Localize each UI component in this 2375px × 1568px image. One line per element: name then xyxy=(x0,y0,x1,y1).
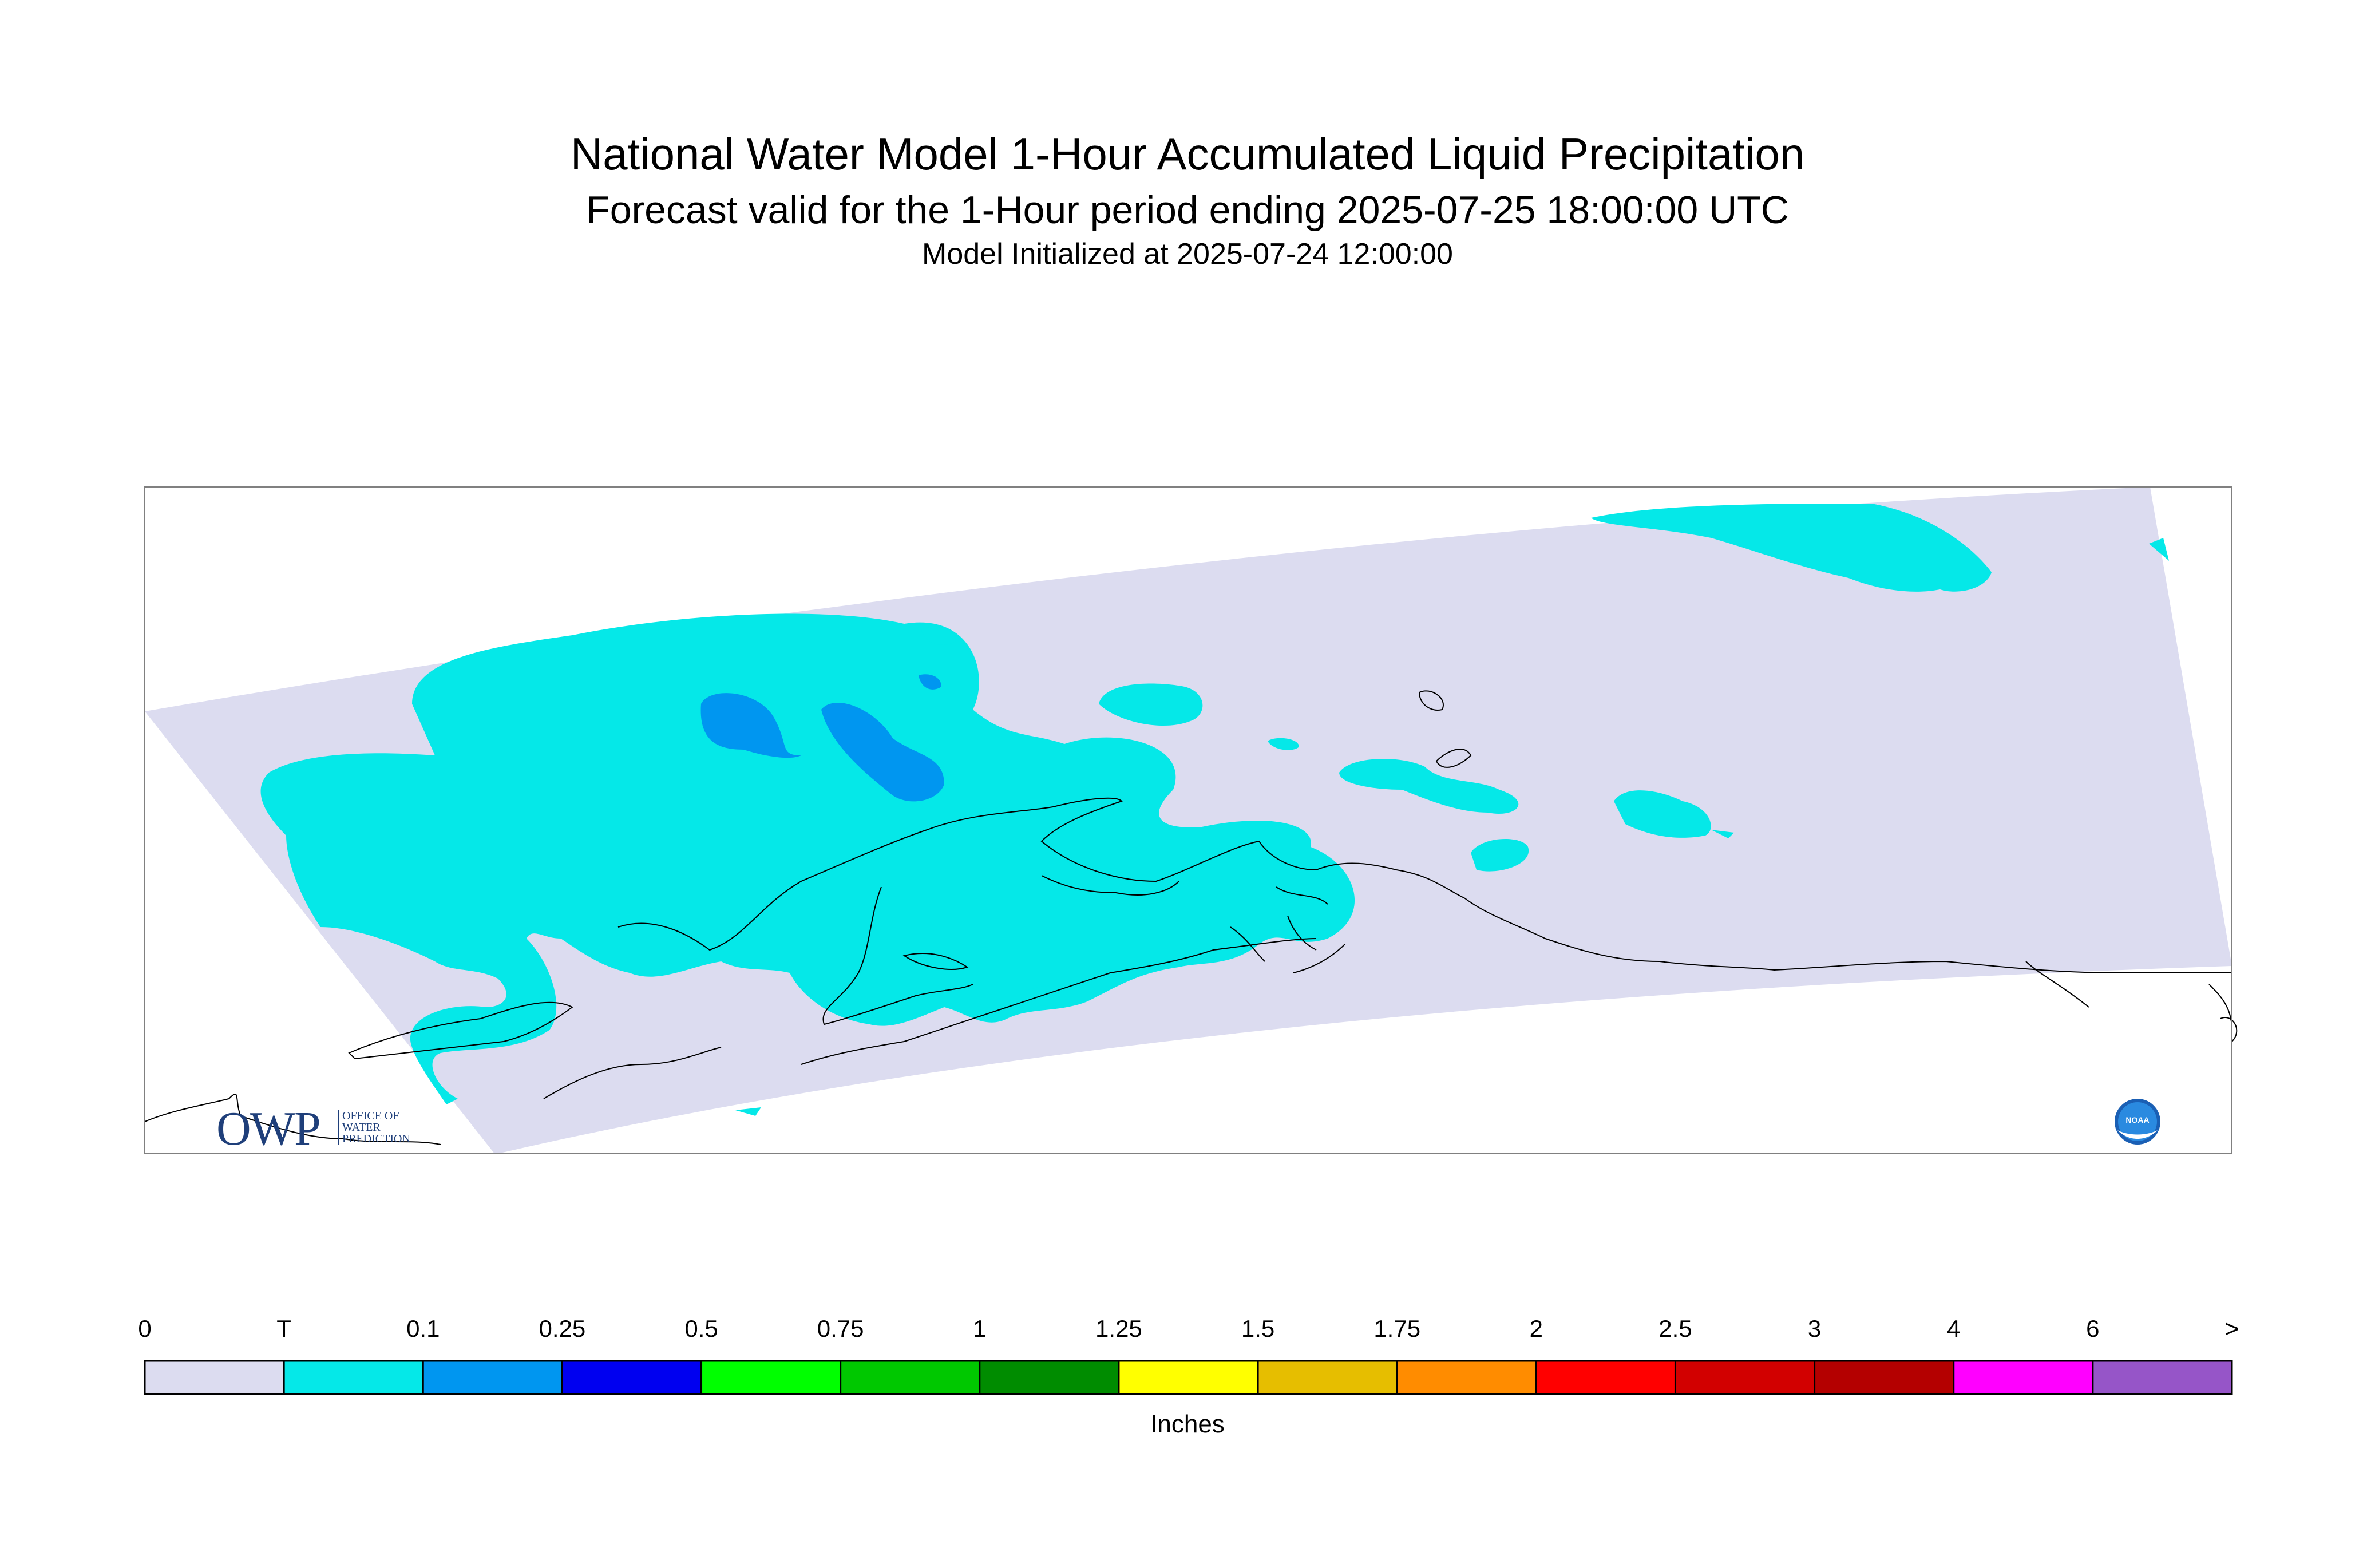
light-precip-areas xyxy=(700,674,944,802)
legend-swatch xyxy=(1118,1360,1259,1395)
legend-swatch xyxy=(979,1360,1120,1395)
legend-swatch xyxy=(1814,1360,1955,1395)
legend-label: 4 xyxy=(1947,1315,1961,1342)
trace-cell-4 xyxy=(1471,839,1529,872)
legend-swatch xyxy=(2092,1360,2233,1395)
coastline-peninsula xyxy=(801,938,1317,1065)
island-3 xyxy=(902,953,969,970)
coastline-main xyxy=(618,797,2232,974)
noaa-logo-text: NOAA xyxy=(2125,1115,2149,1124)
trace-area-north xyxy=(1591,504,1992,592)
legend-label: 2 xyxy=(1529,1315,1543,1342)
legend-label: 2.5 xyxy=(1658,1315,1692,1342)
coastline-far-southwest xyxy=(144,1093,441,1145)
map-subtitle: Forecast valid for the 1-Hour period end… xyxy=(586,188,1789,232)
coastline-east-1 xyxy=(2025,961,2089,1008)
light-precip-cell-3 xyxy=(919,674,941,690)
legend-color-bar xyxy=(144,1360,2233,1395)
legend-swatch xyxy=(1674,1360,1816,1395)
legend-label: 1.75 xyxy=(1373,1315,1421,1342)
legend-label: 1 xyxy=(973,1315,987,1342)
coastline-southwest xyxy=(348,1001,573,1060)
trace-cell-1 xyxy=(1099,683,1203,726)
legend-swatch xyxy=(144,1360,285,1395)
trace-precip-areas xyxy=(260,504,2169,1116)
owp-subtext-line: WATER xyxy=(342,1121,381,1134)
legend-swatch xyxy=(840,1360,981,1395)
legend-swatch xyxy=(561,1360,703,1395)
trace-cell-6 xyxy=(921,627,956,646)
noaa-logo: NOAA xyxy=(2115,1099,2160,1145)
trace-cell-3 xyxy=(1614,790,1711,838)
owp-logo-subtext: OFFICE OF WATER PREDICTION xyxy=(338,1110,428,1145)
map-title: National Water Model 1-Hour Accumulated … xyxy=(570,129,1805,179)
map-frame xyxy=(144,486,2232,1154)
legend-swatch xyxy=(1257,1360,1398,1395)
coastline-east-2 xyxy=(2208,984,2232,1031)
legend-label: T xyxy=(276,1315,291,1342)
legend-label: > xyxy=(2224,1315,2239,1342)
legend-swatch xyxy=(1535,1360,1676,1395)
legend-swatch xyxy=(1396,1360,1537,1395)
owp-subtext-line: PREDICTION xyxy=(342,1133,410,1145)
legend-swatch xyxy=(422,1360,563,1395)
island-1 xyxy=(1418,690,1444,711)
coastline-bay xyxy=(1041,875,1179,896)
trace-area-northeast-edge xyxy=(2149,538,2169,561)
coastline-islands-chain xyxy=(1230,886,1345,973)
legend-swatch xyxy=(700,1360,842,1395)
legend-label: 1.25 xyxy=(1095,1315,1142,1342)
trace-area-west xyxy=(260,613,1355,1104)
owp-logo-letters: OWP xyxy=(216,1102,321,1155)
legend-label: 1.5 xyxy=(1241,1315,1275,1342)
legend-swatch xyxy=(1953,1360,2094,1395)
legend-swatch xyxy=(283,1360,424,1395)
trace-cell-5 xyxy=(1268,738,1299,750)
legend-label: 0.1 xyxy=(406,1315,440,1342)
trace-cell-9 xyxy=(735,1107,761,1116)
trace-cell-2 xyxy=(1339,759,1519,814)
model-init-line: Model Initialized at 2025-07-24 12:00:00 xyxy=(922,237,1453,271)
trace-cell-7 xyxy=(1711,830,1734,838)
coastlines xyxy=(144,690,2238,1145)
legend-label: 0 xyxy=(138,1315,152,1342)
coastline-east-3 xyxy=(2220,1017,2238,1042)
legend-label: 0.5 xyxy=(684,1315,718,1342)
island-2 xyxy=(1435,749,1472,768)
light-precip-cell-1 xyxy=(700,693,801,758)
legend-units: Inches xyxy=(1150,1410,1225,1438)
legend-label: 0.75 xyxy=(817,1315,864,1342)
legend-label: 0.25 xyxy=(539,1315,586,1342)
coastline-inner xyxy=(822,886,973,1025)
light-precip-cell-2 xyxy=(821,703,944,802)
trace-cell-8 xyxy=(1019,985,1082,1007)
owp-subtext-line: OFFICE OF xyxy=(342,1110,399,1122)
legend-label: 3 xyxy=(1807,1315,1822,1342)
legend-labels: 0 T 0.1 0.25 0.5 0.75 1 1.25 1.5 1.75 2 2.5 3 4 6 > xyxy=(0,1315,2375,1349)
coastline-south-lower xyxy=(543,1047,722,1099)
legend-label: 6 xyxy=(2086,1315,2100,1342)
